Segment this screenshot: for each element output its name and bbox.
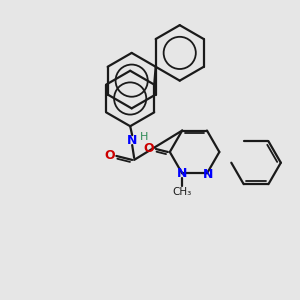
Text: N: N	[127, 134, 137, 147]
Text: O: O	[144, 142, 154, 154]
Text: N: N	[177, 167, 188, 180]
Text: N: N	[203, 168, 213, 181]
Text: O: O	[104, 149, 115, 162]
Text: CH₃: CH₃	[172, 187, 192, 197]
Text: H: H	[140, 132, 148, 142]
